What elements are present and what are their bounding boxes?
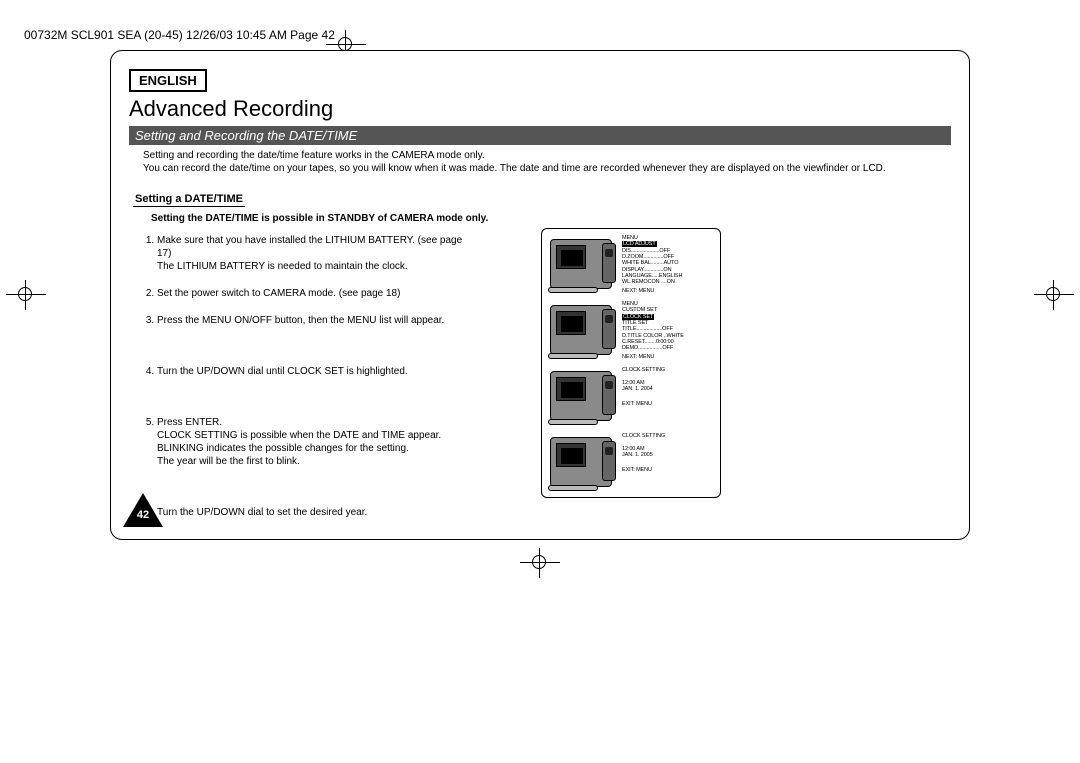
step-text: CLOCK SETTING is possible when the DATE …: [157, 430, 441, 441]
menu-body: TITLE SET TITLE..................OFF D.T…: [622, 320, 684, 351]
intro-text: Setting and recording the date/time feat…: [129, 149, 951, 175]
panel-row-1: MENU LCD ADJUST DIS....................O…: [546, 233, 716, 295]
camcorder-illustration: [546, 299, 618, 361]
step-text: Press ENTER.: [157, 417, 222, 428]
step-2: Set the power switch to CAMERA mode. (se…: [157, 287, 469, 300]
menu-footer: EXIT: MENU: [622, 467, 714, 473]
menu-screen-2: MENU CUSTOM SET CLOCK SET TITLE SET TITL…: [618, 299, 716, 361]
pdf-header-strip: 00732M SCL901 SEA (20-45) 12/26/03 10:45…: [24, 28, 335, 42]
menu-footer: NEXT: MENU: [622, 354, 714, 360]
illustration-column: MENU LCD ADJUST DIS....................O…: [469, 234, 951, 519]
panel-row-3: CLOCK SETTING 12:00 AM JAN. 1. 2004 EXIT…: [546, 365, 716, 427]
step-5: Press ENTER. CLOCK SETTING is possible w…: [157, 416, 469, 468]
menu-body: 12:00 AM JAN. 1. 2005: [622, 446, 653, 458]
panel-row-2: MENU CUSTOM SET CLOCK SET TITLE SET TITL…: [546, 299, 716, 361]
menu-line: CUSTOM SET: [622, 307, 657, 313]
menu-panel-stack: MENU LCD ADJUST DIS....................O…: [541, 228, 721, 498]
step-3: Press the MENU ON/OFF button, then the M…: [157, 314, 469, 327]
step-text: The year will be the first to blink.: [157, 456, 300, 467]
menu-highlight: LCD ADJUST: [622, 241, 657, 247]
setting-heading: Setting a DATE/TIME: [133, 192, 245, 207]
camcorder-illustration: [546, 431, 618, 493]
menu-screen-1: MENU LCD ADJUST DIS....................O…: [618, 233, 716, 295]
menu-body: DIS....................OFF D.ZOOM.......…: [622, 248, 682, 286]
step-list: Make sure that you have installed the LI…: [129, 234, 469, 519]
step-text: The LITHIUM BATTERY is needed to maintai…: [157, 261, 408, 272]
step-6: Turn the UP/DOWN dial to set the desired…: [157, 506, 469, 519]
menu-footer: EXIT: MENU: [622, 401, 714, 407]
menu-screen-4: CLOCK SETTING 12:00 AM JAN. 1. 2005 EXIT…: [618, 431, 716, 493]
step-4: Turn the UP/DOWN dial until CLOCK SET is…: [157, 365, 469, 378]
regmark-right: [1034, 280, 1074, 310]
menu-screen-3: CLOCK SETTING 12:00 AM JAN. 1. 2004 EXIT…: [618, 365, 716, 427]
regmark-left: [6, 280, 46, 310]
step-text: Make sure that you have installed the LI…: [157, 235, 462, 259]
step-1: Make sure that you have installed the LI…: [157, 234, 469, 273]
steps-column: Make sure that you have installed the LI…: [129, 234, 469, 519]
menu-title: CLOCK SETTING: [622, 367, 665, 373]
section-subtitle: Setting and Recording the DATE/TIME: [129, 126, 951, 145]
menu-title: MENU: [622, 301, 638, 307]
intro-line: You can record the date/time on your tap…: [143, 162, 951, 175]
menu-title: MENU: [622, 235, 638, 241]
panel-row-4: CLOCK SETTING 12:00 AM JAN. 1. 2005 EXIT…: [546, 431, 716, 493]
step-text: BLINKING indicates the possible changes …: [157, 443, 409, 454]
menu-title: CLOCK SETTING: [622, 433, 665, 439]
regmark-bottom: [520, 548, 560, 578]
page-number-badge: 42: [123, 493, 163, 527]
page-title: Advanced Recording: [129, 96, 951, 122]
language-badge: ENGLISH: [129, 69, 207, 92]
menu-footer: NEXT: MENU: [622, 288, 714, 294]
intro-line: Setting and recording the date/time feat…: [143, 149, 951, 162]
menu-body: 12:00 AM JAN. 1. 2004: [622, 380, 653, 392]
camcorder-illustration: [546, 233, 618, 295]
page-number: 42: [123, 509, 163, 521]
setting-note: Setting the DATE/TIME is possible in STA…: [129, 213, 951, 224]
manual-page: ENGLISH Advanced Recording Setting and R…: [110, 50, 970, 540]
camcorder-illustration: [546, 365, 618, 427]
menu-highlight: CLOCK SET: [622, 314, 654, 320]
